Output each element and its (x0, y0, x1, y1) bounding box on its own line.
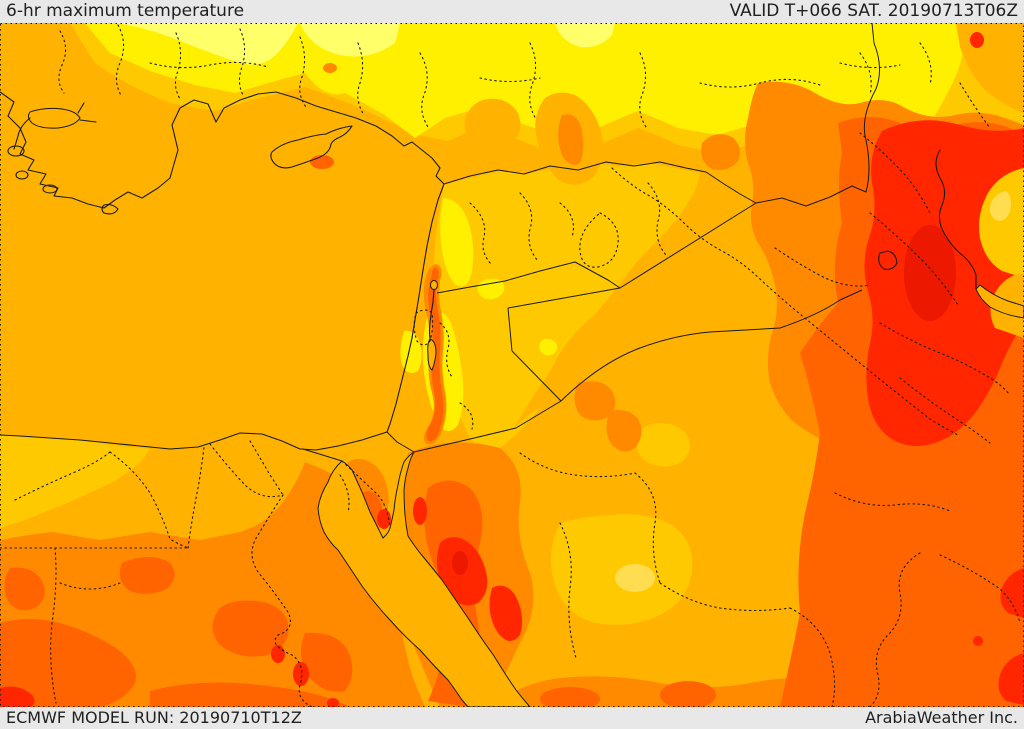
temp-layer-pale-yellow (115, 23, 615, 65)
map-title: 6-hr maximum temperature (6, 1, 245, 21)
map-area (0, 23, 1024, 707)
cyprus-coast (270, 125, 353, 169)
island-samos (42, 184, 58, 194)
euphrates-river (611, 167, 959, 436)
footer-bar: ECMWF MODEL RUN: 20190710T12Z ArabiaWeat… (0, 707, 1024, 729)
admin-borders (0, 24, 1021, 707)
island-lesbos (7, 145, 25, 157)
jordan-saudi-hiccup (413, 350, 562, 453)
dardanelles-strait (13, 117, 31, 150)
map-frame (0, 23, 1024, 707)
model-run-label: ECMWF MODEL RUN: 20190710T12Z (6, 708, 302, 727)
lake-tharthar (878, 250, 898, 270)
country-borders (386, 23, 880, 453)
persian-gulf-tip (975, 284, 1024, 319)
coastlines (0, 91, 977, 462)
turkey-levant-egypt-coast (0, 91, 445, 451)
island-rhodes (101, 203, 119, 215)
tigris-river (935, 149, 977, 290)
jordan-east-border (507, 307, 513, 352)
island-chios (15, 170, 29, 180)
suez-canal (302, 448, 343, 462)
iraq-saudi-border (560, 289, 863, 402)
izmit-gulf (79, 119, 97, 123)
egypt-israel-border (386, 431, 415, 453)
jordan-river (428, 289, 435, 340)
sea-of-marmara (27, 107, 81, 129)
temperature-map-svg (0, 23, 1024, 707)
jordan-syria-border (436, 261, 621, 294)
sea-fills (27, 107, 1024, 707)
branding-label: ArabiaWeather Inc. (865, 708, 1018, 727)
header-bar: 6-hr maximum temperature VALID T+066 SAT… (0, 0, 1024, 23)
sea-of-galilee (430, 280, 438, 290)
red-sea (317, 451, 531, 707)
bosphorus-strait (77, 102, 85, 114)
turkey-syria-border (443, 161, 757, 204)
nile-river (251, 494, 313, 707)
dead-sea (427, 338, 437, 371)
valid-time-label: VALID T+066 SAT. 20190713T06Z (729, 1, 1018, 21)
temp-layer-deep-red (452, 225, 956, 575)
